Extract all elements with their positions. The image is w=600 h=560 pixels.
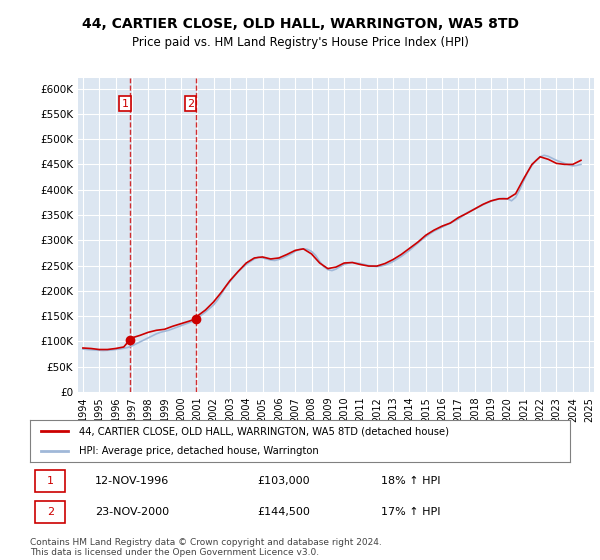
Text: 23-NOV-2000: 23-NOV-2000 xyxy=(95,507,169,517)
Text: 44, CARTIER CLOSE, OLD HALL, WARRINGTON, WA5 8TD (detached house): 44, CARTIER CLOSE, OLD HALL, WARRINGTON,… xyxy=(79,426,449,436)
Text: 17% ↑ HPI: 17% ↑ HPI xyxy=(381,507,440,517)
Text: 12-NOV-1996: 12-NOV-1996 xyxy=(95,476,169,486)
Text: HPI: Average price, detached house, Warrington: HPI: Average price, detached house, Warr… xyxy=(79,446,319,456)
Text: 44, CARTIER CLOSE, OLD HALL, WARRINGTON, WA5 8TD: 44, CARTIER CLOSE, OLD HALL, WARRINGTON,… xyxy=(82,17,518,31)
Text: Contains HM Land Registry data © Crown copyright and database right 2024.
This d: Contains HM Land Registry data © Crown c… xyxy=(30,538,382,557)
Text: £144,500: £144,500 xyxy=(257,507,310,517)
Text: £103,000: £103,000 xyxy=(257,476,310,486)
FancyBboxPatch shape xyxy=(35,470,65,492)
FancyBboxPatch shape xyxy=(35,501,65,523)
Text: Price paid vs. HM Land Registry's House Price Index (HPI): Price paid vs. HM Land Registry's House … xyxy=(131,36,469,49)
Text: 2: 2 xyxy=(187,99,194,109)
Text: 1: 1 xyxy=(47,476,54,486)
Text: 2: 2 xyxy=(47,507,54,517)
Text: 1: 1 xyxy=(121,99,128,109)
Text: 18% ↑ HPI: 18% ↑ HPI xyxy=(381,476,440,486)
